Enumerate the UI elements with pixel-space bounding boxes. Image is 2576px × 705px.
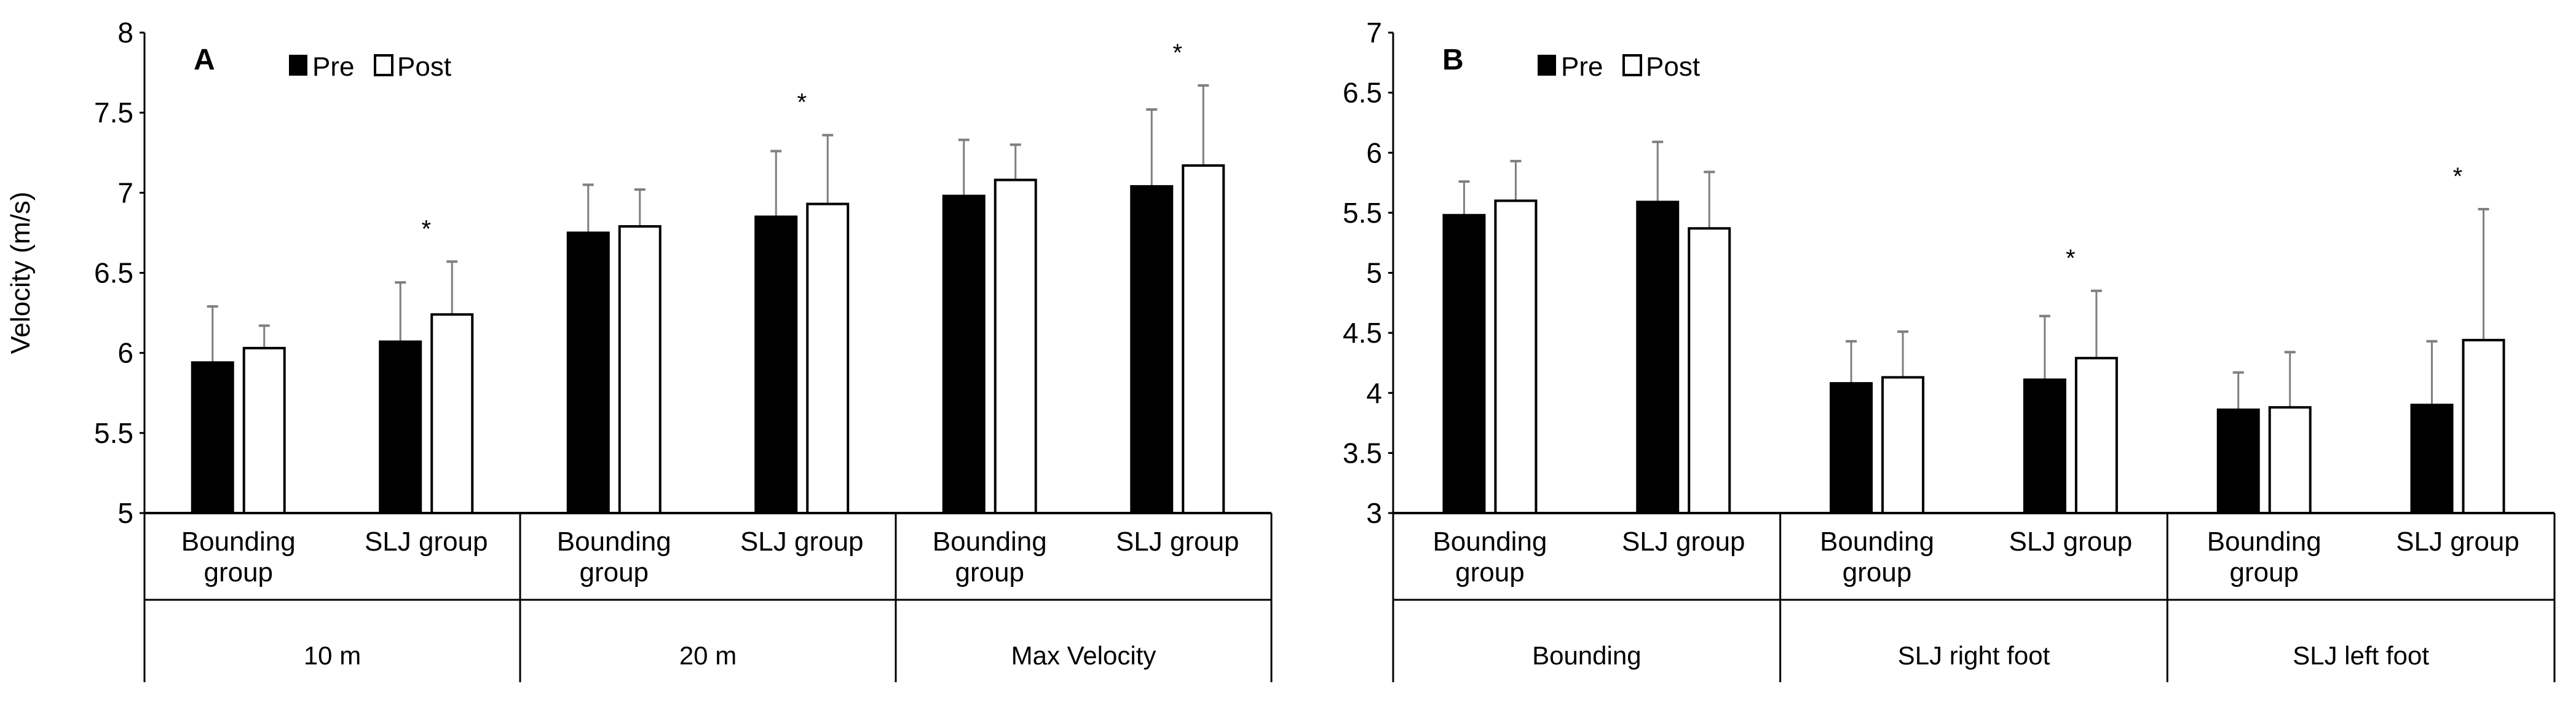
y-tick-label: 7.5 bbox=[94, 97, 133, 129]
significance-marker: * bbox=[797, 89, 807, 116]
legend-label-post: Post bbox=[397, 52, 451, 82]
legend-label-post: Post bbox=[1646, 52, 1700, 82]
bar-pre bbox=[2410, 404, 2454, 515]
category-label: Bounding bbox=[933, 527, 1047, 557]
category-label: SLJ group bbox=[2009, 527, 2133, 557]
y-tick-label: 4.5 bbox=[1343, 317, 1382, 349]
bar-pre bbox=[2216, 408, 2260, 515]
bar-pre bbox=[1636, 201, 1680, 514]
bar-post bbox=[1494, 199, 1538, 514]
category-label: Bounding bbox=[557, 527, 671, 557]
y-tick-label: 7 bbox=[117, 177, 133, 209]
bar-post bbox=[1881, 376, 1925, 514]
y-tick-label: 7 bbox=[1366, 17, 1382, 49]
category-label: group bbox=[955, 557, 1024, 588]
bar-pre bbox=[1442, 213, 1486, 514]
category-label: group bbox=[1843, 557, 1912, 588]
y-tick-label: 3.5 bbox=[1343, 437, 1382, 469]
significance-marker: * bbox=[2066, 245, 2076, 272]
category-label: group bbox=[579, 557, 649, 588]
category-label: SLJ group bbox=[365, 527, 488, 557]
bar-pre bbox=[379, 340, 422, 515]
panel-a: 5 5.5 6 6.5 7 7.5 8 Velocity (m/s) A Pre Post 10 m B… bbox=[6, 17, 1273, 682]
significance-marker: * bbox=[2453, 163, 2463, 190]
bar-post bbox=[994, 178, 1037, 514]
y-tick-label: 5 bbox=[1366, 257, 1382, 289]
bar-post bbox=[618, 225, 662, 514]
bar-pre bbox=[191, 361, 234, 515]
y-tick-label: 6.5 bbox=[94, 257, 133, 289]
category-label: Bounding bbox=[2207, 527, 2321, 557]
y-tick-label: 6 bbox=[1366, 137, 1382, 169]
bar-pre bbox=[1830, 382, 1873, 514]
bar-pre bbox=[1130, 185, 1174, 515]
legend-label-pre: Pre bbox=[1561, 52, 1603, 82]
y-tick-label: 5.5 bbox=[94, 417, 133, 449]
significance-marker: * bbox=[421, 215, 431, 242]
panel-b: 3 3.5 4 4.5 5 5.5 6 6.5 7 B Pre Post Bounding Boundin… bbox=[1343, 17, 2556, 682]
category-label: Bounding bbox=[1432, 527, 1547, 557]
group-label: SLJ left foot bbox=[2293, 641, 2429, 670]
category-label: SLJ group bbox=[1622, 527, 1745, 557]
bar-pre bbox=[942, 194, 986, 515]
y-tick-label: 4 bbox=[1366, 377, 1382, 409]
group-label: 20 m bbox=[679, 641, 737, 670]
group-label: 10 m bbox=[304, 641, 361, 670]
panel-label: B bbox=[1442, 44, 1464, 76]
legend-swatch-post bbox=[374, 54, 393, 76]
bar-pre bbox=[754, 215, 798, 514]
category-label: Bounding bbox=[181, 527, 296, 557]
bar-post bbox=[2268, 406, 2312, 514]
bar-post bbox=[806, 202, 850, 514]
category-label: SLJ group bbox=[740, 527, 864, 557]
group-label: SLJ right foot bbox=[1898, 641, 2050, 670]
group-label: Max Velocity bbox=[1011, 641, 1156, 670]
y-tick-label: 6 bbox=[117, 337, 133, 369]
legend-swatch-pre bbox=[289, 55, 307, 76]
bar-post bbox=[430, 313, 474, 514]
category-label: group bbox=[1455, 557, 1525, 588]
bar-post bbox=[242, 346, 286, 515]
bar-pre bbox=[566, 231, 610, 514]
y-axis-label: Velocity (m/s) bbox=[6, 191, 36, 354]
bar-post bbox=[1182, 164, 1225, 514]
significance-marker: * bbox=[1172, 39, 1182, 66]
y-tick-label: 8 bbox=[117, 17, 133, 49]
bar-post bbox=[1688, 227, 1731, 514]
category-label: group bbox=[2229, 557, 2299, 588]
legend-swatch-pre bbox=[1538, 55, 1556, 76]
legend-label-pre: Pre bbox=[312, 52, 354, 82]
panel-label: A bbox=[194, 44, 215, 76]
legend-swatch-post bbox=[1622, 54, 1642, 76]
category-label: SLJ group bbox=[1116, 527, 1239, 557]
group-label: Bounding bbox=[1532, 641, 1642, 670]
bar-post bbox=[2462, 338, 2505, 515]
bar-pre bbox=[2023, 378, 2066, 515]
y-tick-label: 5 bbox=[117, 497, 133, 529]
y-tick-label: 3 bbox=[1366, 497, 1382, 529]
y-tick-label: 5.5 bbox=[1343, 197, 1382, 229]
category-label: group bbox=[203, 557, 273, 588]
bar-post bbox=[2074, 357, 2118, 514]
y-tick-label: 6.5 bbox=[1343, 77, 1382, 109]
category-label: SLJ group bbox=[2396, 527, 2519, 557]
category-label: Bounding bbox=[1820, 527, 1934, 557]
